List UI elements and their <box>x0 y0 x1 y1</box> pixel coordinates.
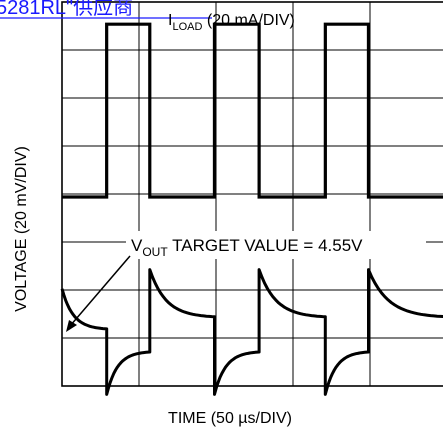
vout-annotation-subscript: OUT <box>142 245 168 259</box>
scope-traces <box>60 22 443 396</box>
vout-annotation-suffix: TARGET VALUE = 4.55V <box>168 236 363 255</box>
annotation-background <box>126 231 426 259</box>
iload-label-subscript: LOAD <box>172 21 202 33</box>
annotation-arrow-line <box>69 255 131 327</box>
x-axis-label: TIME (50 µs/DIV) <box>168 410 292 427</box>
iload-label-prefix: I <box>168 12 172 29</box>
scope-grid <box>61 1 443 387</box>
iload-trace <box>62 22 443 199</box>
annotation-arrow-head <box>66 320 77 332</box>
vout-trace <box>60 268 443 396</box>
iload-label-suffix: (20 mA/DIV) <box>202 12 294 29</box>
vout-annotation-prefix: V <box>131 236 143 255</box>
vout-annotation: VOUT TARGET VALUE = 4.55V <box>131 236 363 259</box>
y-axis-label: VOLTAGE (20 mV/DIV) <box>13 146 30 312</box>
header-link[interactable]: 5281RL"供应商 <box>0 0 133 19</box>
iload-label: ILOAD (20 mA/DIV) <box>168 12 295 33</box>
